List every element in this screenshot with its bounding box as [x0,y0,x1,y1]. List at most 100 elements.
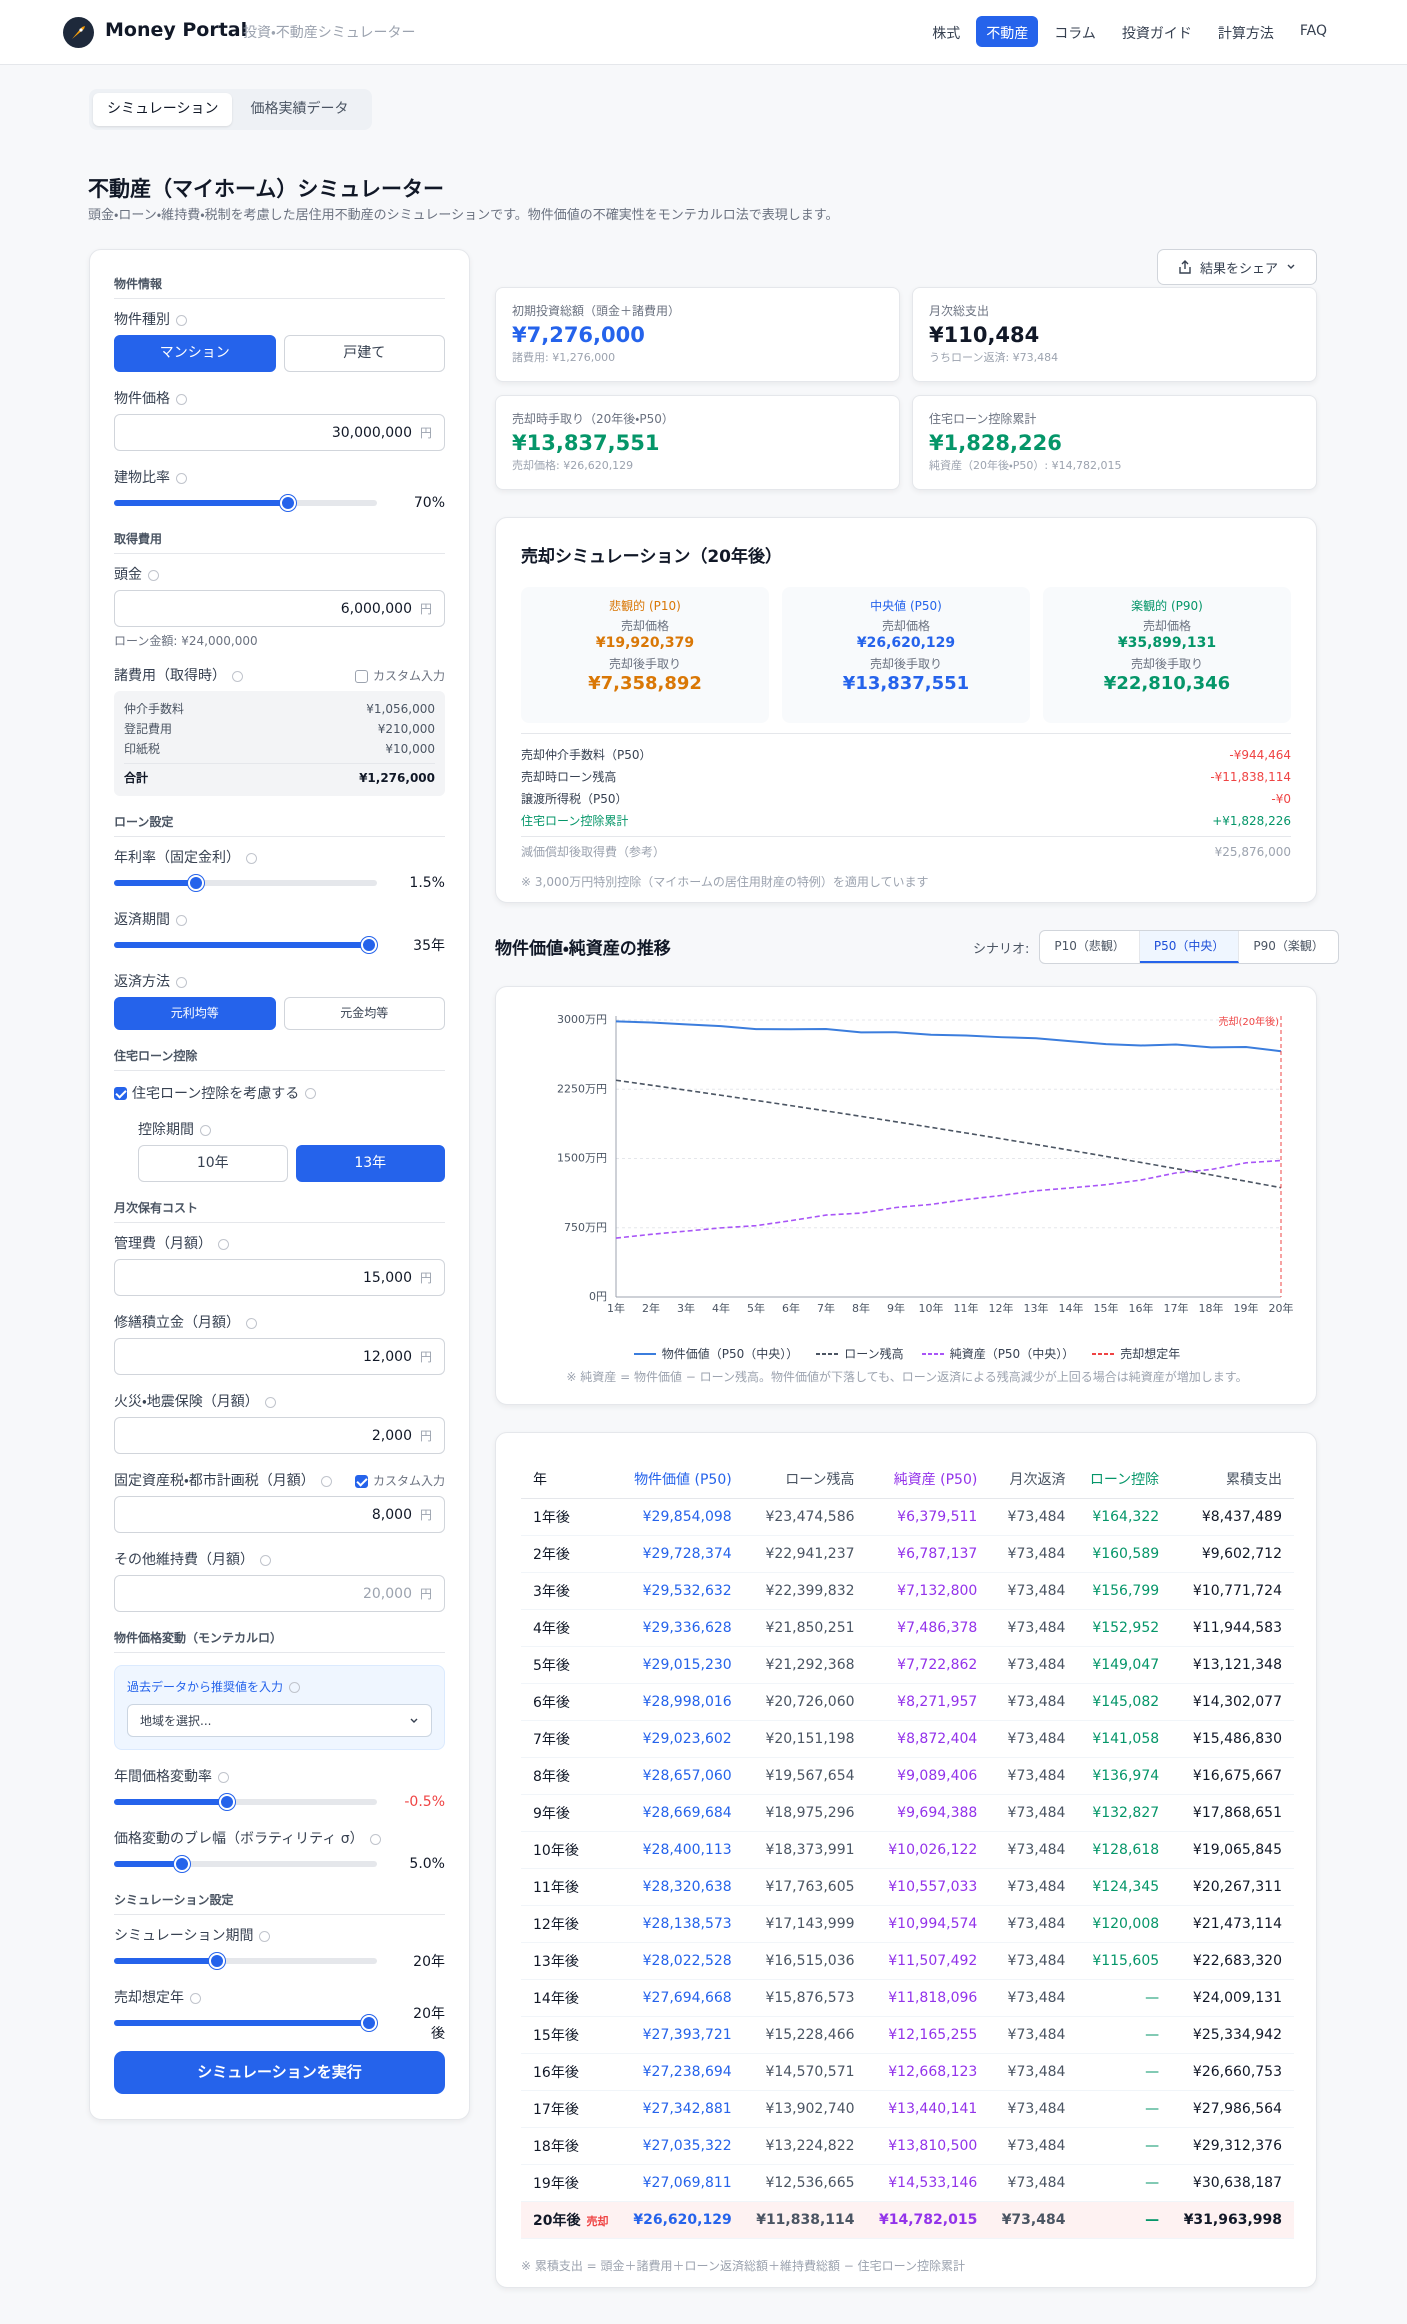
option-checkbox[interactable]: カスタム入力 [354,1472,445,1490]
slider-thumb[interactable] [279,495,296,511]
slider-thumb[interactable] [174,1856,191,1872]
slider-track[interactable] [114,937,378,953]
breakdown-label: 売却仲介手数料（P50） [521,748,652,762]
table-cell: ¥27,035,322 [620,2127,744,2165]
nav-item[interactable]: 投資ガイド [1121,26,1192,42]
table-row: 15年後 ¥27,393,721 ¥15,228,466 ¥12,165,255 ¥73… [521,2016,1294,2054]
form-panel: 物件情報 物件種別 マンション 戸建て 物件価格 30,000,000 円建物比率 70% 取得… [89,249,470,2120]
scenario-option[interactable]: P90（楽観） [1253,939,1324,953]
table-cell: ¥27,986,564 [1171,2090,1294,2128]
option-checkbox[interactable]: カスタム入力 [354,667,445,685]
text-input[interactable]: 15,000 円 [114,1259,445,1296]
checkbox-field[interactable]: 住宅ローン控除を考慮する [114,1083,445,1103]
checkbox[interactable] [354,669,368,683]
nav-item[interactable]: コラム [1054,26,1096,42]
text-input[interactable]: 12,000 円 [114,1338,445,1375]
x-tick-label: 13年 [1024,1301,1049,1315]
text-input[interactable]: 2,000 円 [114,1417,445,1454]
table-cell: ¥8,271,957 [866,1683,990,1721]
scenario-option[interactable]: P10（悲観） [1040,931,1140,963]
region-select[interactable]: 地域を選択... [127,1704,432,1737]
slider-thumb[interactable] [219,1794,236,1810]
chart: 0円 750万円 1500万円 2250万円 3000万円 1年 2年 3年 4年 5年 6年 7年 8… [557,1013,1294,1315]
table-row: 6年後 ¥28,998,016 ¥20,726,060 ¥8,271,957 ¥73,4… [521,1683,1294,1721]
logo-icon [63,17,94,48]
tagline: 投資・不動産シミュレーター [243,25,416,41]
tab[interactable]: シミュレーション [93,93,233,126]
x-tick-label: 11年 [954,1301,979,1315]
cost-breakdown: 仲介手数料 ¥1,056,000 登記費用 ¥210,000 印紙税 ¥10,000 合計 ¥… [114,691,445,796]
text-input[interactable]: 8,000 円 [114,1496,445,1533]
toggle-option[interactable]: 戸建て [283,335,445,372]
slider-track[interactable] [114,2015,378,2031]
table-cell: ¥28,400,113 [620,1831,744,1869]
section-heading: シミュレーション設定 [114,1892,445,1915]
checkbox[interactable] [114,1086,127,1100]
slider-track[interactable] [114,1856,377,1872]
text-input[interactable]: 30,000,000 円 [114,414,445,451]
table-cell: — [1077,2127,1172,2165]
table-cell: ¥124,345 [1077,1868,1172,1906]
share-button[interactable]: 結果をシェア [1157,249,1317,285]
table-row: 3年後 ¥29,532,632 ¥22,399,832 ¥7,132,800 ¥73,4… [521,1572,1294,1610]
slider-track[interactable] [114,495,377,511]
logo[interactable]: Money Portal [105,19,248,41]
table-cell: ¥14,302,077 [1171,1683,1294,1721]
toggle-option[interactable]: 10年 [138,1145,288,1182]
legend: 物件価値（P50（中央）） ローン残高 純資産（P50（中央）） 売却想定年 [496,1345,1318,1362]
info-icon [320,1475,332,1487]
label-text: 返済方法 [114,974,170,990]
text-input[interactable]: 20,000 円 [114,1575,445,1612]
table-cell: ¥12,536,665 [743,2164,867,2202]
scenario-option[interactable]: P50（中央） [1139,931,1240,963]
tab[interactable]: 価格実績データ [250,101,349,117]
nav-item[interactable]: FAQ [1299,23,1327,39]
table-cell: ¥73,484 [989,1831,1078,1869]
cost-row: 登記費用 ¥210,000 [124,719,435,739]
field-label: 年利率（固定金利） [114,849,445,867]
cost-total: 合計 ¥1,276,000 [124,763,435,788]
slider-thumb[interactable] [361,937,378,953]
table-cell: ¥28,657,060 [620,1757,744,1795]
text-input[interactable]: 6,000,000 円 [114,590,445,627]
table-cell: ¥19,065,845 [1171,1831,1294,1869]
label-text: 物件種別 [114,312,170,328]
slider-value: 70% [413,495,445,511]
legend-label: 純資産（P50（中央）） [949,1347,1075,1361]
input-value: 15,000 [362,1269,412,1286]
section-heading: 取得費用 [114,531,445,554]
toggle-option[interactable]: マンション [114,335,276,372]
sale-badge: 売却 [586,2214,609,2228]
table-cell: ¥13,440,141 [866,2090,990,2128]
slider-track[interactable] [114,1794,377,1810]
table-cell: ¥12,668,123 [866,2053,990,2091]
y-tick-label: 1500万円 [557,1152,607,1165]
legend-swatch [1092,1352,1115,1355]
x-tick-label: 9年 [887,1301,905,1315]
info-icon [264,1396,276,1408]
input-unit: 円 [419,602,432,616]
toggle: 10年 13年 [138,1145,445,1182]
submit-button[interactable]: シミュレーションを実行 [114,2051,445,2094]
toggle-option[interactable]: 元金均等 [283,997,445,1030]
breakdown-value: -¥11,838,114 [1210,770,1291,784]
table-row: 2年後 ¥29,728,374 ¥22,941,237 ¥6,787,137 ¥73,4… [521,1535,1294,1573]
slider-thumb[interactable] [361,2015,378,2031]
slider-track[interactable] [114,1953,377,1969]
toggle-option[interactable]: 元利均等 [114,997,276,1030]
nav-item[interactable]: 不動産 [976,16,1039,47]
slider-track[interactable] [114,875,377,891]
info-icon [305,1087,317,1099]
table-cell: ¥15,876,573 [743,1979,867,2017]
breakdown-row: 譲渡所得税（P50） -¥0 [521,788,1291,810]
nav-item[interactable]: 株式 [932,26,961,42]
slider-thumb[interactable] [208,1953,225,1969]
field-label: 返済方法 [114,973,445,991]
cost-value: ¥10,000 [385,742,435,756]
checkbox[interactable] [354,1474,368,1488]
table-cell: 1年後 [521,1498,621,1536]
slider-thumb[interactable] [187,875,204,891]
nav-item[interactable]: 計算方法 [1217,26,1274,42]
toggle-option[interactable]: 13年 [295,1145,445,1182]
